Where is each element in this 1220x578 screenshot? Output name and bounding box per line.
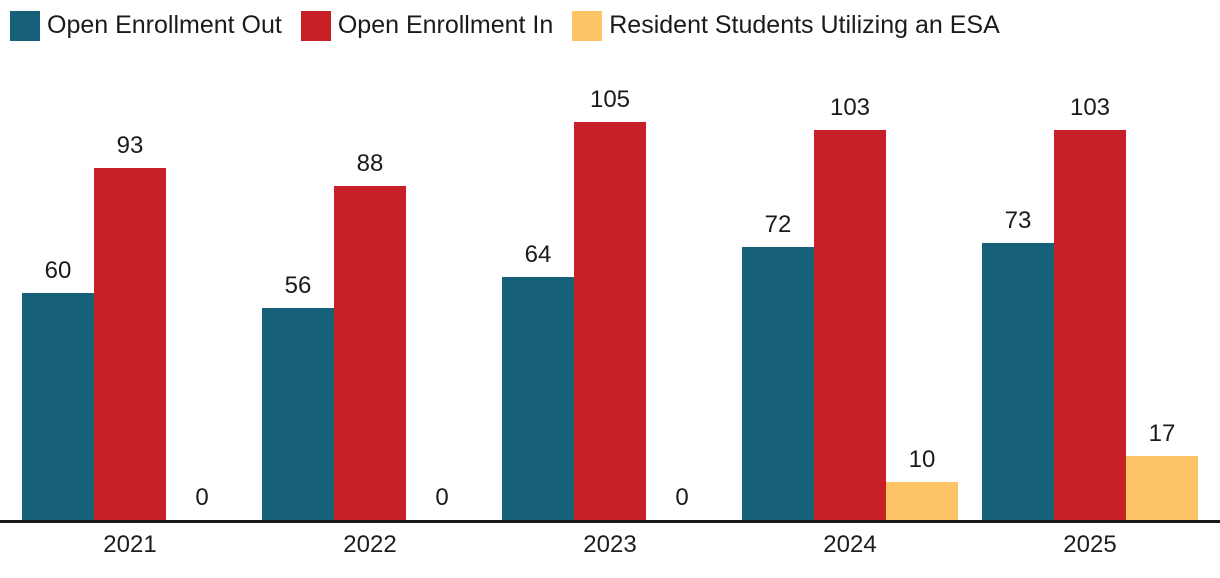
legend-swatch-open-enrollment-out <box>10 11 40 41</box>
plot-area: 60 93 0 56 88 0 64 105 0 72 103 10 73 103 17 <box>10 80 1210 520</box>
bar-open-enrollment-out-2024 <box>742 247 814 520</box>
bar-cell-open-enrollment-out-2025: 73 <box>982 207 1054 520</box>
legend-item-open-enrollment-out[interactable]: Open Enrollment Out <box>10 11 282 41</box>
bar-value-label: 0 <box>675 484 689 512</box>
bar-cell-open-enrollment-in-2023: 105 <box>574 86 646 520</box>
bar-group-2024: 72 103 10 <box>730 80 970 520</box>
bar-open-enrollment-out-2025 <box>982 243 1054 520</box>
bar-cell-open-enrollment-out-2023: 64 <box>502 241 574 520</box>
bar-cell-open-enrollment-in-2022: 88 <box>334 150 406 520</box>
legend-swatch-resident-students-utilizing-an-esa <box>572 11 603 41</box>
bar-value-label: 0 <box>435 484 449 512</box>
x-axis-label-2024: 2024 <box>823 531 877 558</box>
bar-open-enrollment-in-2023 <box>574 122 646 520</box>
bar-cell-open-enrollment-out-2022: 56 <box>262 272 334 520</box>
legend-label: Resident Students Utilizing an ESA <box>609 11 1000 40</box>
x-axis-label-2023: 2023 <box>583 531 637 558</box>
bar-value-label: 105 <box>589 86 631 114</box>
bar-group-2023: 64 105 0 <box>490 80 730 520</box>
bar-group-2021: 60 93 0 <box>10 80 250 520</box>
legend-swatch-open-enrollment-in <box>300 11 331 41</box>
bar-cell-resident-students-utilizing-an-esa-2022: 0 <box>406 484 478 520</box>
bar-group-2022: 56 88 0 <box>250 80 490 520</box>
bar-cell-open-enrollment-out-2024: 72 <box>742 211 814 520</box>
bar-cell-open-enrollment-in-2024: 103 <box>814 94 886 520</box>
bar-value-label: 0 <box>195 484 209 512</box>
bar-value-label: 73 <box>1004 207 1032 235</box>
legend-item-resident-students-utilizing-an-esa[interactable]: Resident Students Utilizing an ESA <box>572 11 1000 41</box>
legend-item-open-enrollment-in[interactable]: Open Enrollment In <box>300 11 554 41</box>
legend-label: Open Enrollment Out <box>47 11 282 40</box>
bar-value-label: 88 <box>356 150 384 178</box>
bar-open-enrollment-out-2022 <box>262 308 334 520</box>
legend-label: Open Enrollment In <box>337 11 554 40</box>
bar-cell-resident-students-utilizing-an-esa-2025: 17 <box>1126 420 1198 520</box>
bar-open-enrollment-out-2021 <box>22 293 94 520</box>
bar-value-label: 72 <box>764 211 792 239</box>
bar-open-enrollment-out-2023 <box>502 277 574 520</box>
bar-resident-students-utilizing-an-esa-2024 <box>886 482 958 520</box>
x-axis-label-2022: 2022 <box>343 531 397 558</box>
bar-cell-open-enrollment-in-2021: 93 <box>94 132 166 520</box>
bar-value-label: 60 <box>44 257 72 285</box>
bar-value-label: 103 <box>1069 94 1111 122</box>
x-axis-labels: 2021 2022 2023 2024 2025 <box>10 531 1210 560</box>
bar-value-label: 64 <box>524 241 552 269</box>
bar-value-label: 93 <box>116 132 144 160</box>
x-axis-label-2025: 2025 <box>1063 531 1117 558</box>
bar-open-enrollment-in-2025 <box>1054 130 1126 520</box>
bar-cell-open-enrollment-in-2025: 103 <box>1054 94 1126 520</box>
bar-resident-students-utilizing-an-esa-2025 <box>1126 456 1198 520</box>
bar-cell-resident-students-utilizing-an-esa-2023: 0 <box>646 484 718 520</box>
x-axis-label-2021: 2021 <box>103 531 157 558</box>
bar-open-enrollment-in-2022 <box>334 186 406 520</box>
bar-value-label: 10 <box>908 446 936 474</box>
bar-group-2025: 73 103 17 <box>970 80 1210 520</box>
bar-open-enrollment-in-2024 <box>814 130 886 520</box>
bar-cell-resident-students-utilizing-an-esa-2021: 0 <box>166 484 238 520</box>
chart-legend: Open Enrollment Out Open Enrollment In Res… <box>10 11 1000 41</box>
bar-cell-resident-students-utilizing-an-esa-2024: 10 <box>886 446 958 520</box>
bar-open-enrollment-in-2021 <box>94 168 166 520</box>
x-axis-line <box>0 520 1220 523</box>
bar-value-label: 56 <box>284 272 312 300</box>
bar-cell-open-enrollment-out-2021: 60 <box>22 257 94 520</box>
bar-value-label: 17 <box>1148 420 1176 448</box>
bar-value-label: 103 <box>829 94 871 122</box>
